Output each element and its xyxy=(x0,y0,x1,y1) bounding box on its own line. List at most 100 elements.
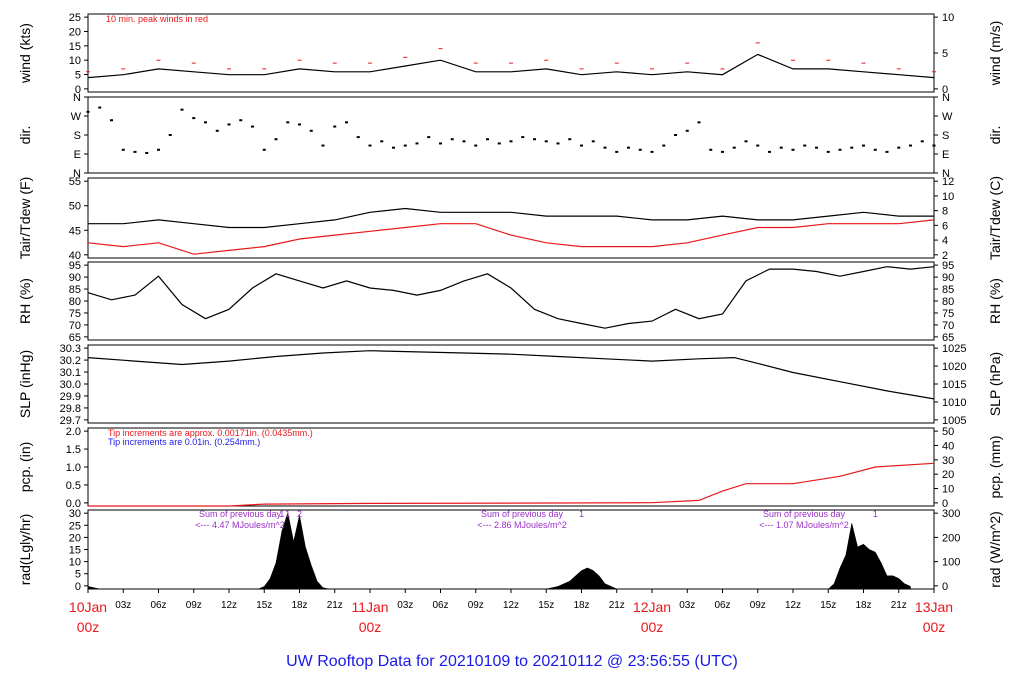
direction-point xyxy=(756,144,760,147)
radiation-area xyxy=(87,511,911,590)
direction-point xyxy=(262,148,266,151)
ytick-right-label: 10 xyxy=(942,191,954,203)
panel-frame xyxy=(87,261,935,341)
ytick-label: 30.1 xyxy=(60,367,81,379)
direction-point xyxy=(662,144,666,147)
ytick-label: 2.0 xyxy=(66,426,81,438)
ytick-label: 1.5 xyxy=(66,444,81,456)
ytick-right-label: N xyxy=(942,168,950,180)
solar-sum-note: Sum of previous day xyxy=(763,509,846,519)
ytick-right-label: N xyxy=(942,92,950,104)
direction-point xyxy=(239,119,243,122)
radiation-marker: 1 xyxy=(579,509,584,519)
direction-point xyxy=(509,140,513,143)
xtick-label: 09z xyxy=(186,600,202,611)
direction-point xyxy=(744,140,748,143)
xtick-label: 21z xyxy=(327,600,343,611)
ytick-right-label: 90 xyxy=(942,272,954,284)
direction-point xyxy=(685,129,689,132)
ytick-right-label: 95 xyxy=(942,260,954,272)
xtick-label: 18z xyxy=(291,600,307,611)
direction-point xyxy=(650,150,654,153)
ylabel-left: dir. xyxy=(17,126,33,145)
direction-point xyxy=(568,138,572,141)
ytick-right-label: S xyxy=(942,130,949,142)
ylabel-right: rad (W/m^2) xyxy=(987,511,1003,588)
direction-point xyxy=(110,119,113,122)
direction-point xyxy=(368,144,372,147)
panel-frame xyxy=(87,96,935,174)
direction-point xyxy=(627,146,630,149)
ytick-right-label: E xyxy=(942,149,949,161)
ytick-label: 29.9 xyxy=(60,391,81,403)
direction-point xyxy=(826,150,830,153)
ytick-label: 29.7 xyxy=(60,415,81,427)
ylabel-left: Tair/Tdew (F) xyxy=(17,177,33,259)
direction-point xyxy=(204,121,207,124)
ytick-label: 29.8 xyxy=(60,403,81,415)
ytick-label: 20 xyxy=(69,532,81,544)
direction-point xyxy=(192,117,196,120)
ytick-right-label: 50 xyxy=(942,426,954,438)
direction-point xyxy=(932,144,936,147)
ytick-right-label: 5 xyxy=(942,48,948,60)
direction-point xyxy=(815,146,818,149)
ytick-label: 15 xyxy=(69,41,81,53)
panel-temp: 40 45 50 55 2 4 6 8 10 12 Tair/Tdew (F) Tair/Tdew (… xyxy=(17,176,1003,262)
ytick-label: 40 xyxy=(69,250,81,262)
direction-point xyxy=(180,108,184,111)
xtick-label: 18z xyxy=(573,600,589,611)
ytick-label: 90 xyxy=(69,272,81,284)
direction-point xyxy=(873,148,877,151)
direction-point xyxy=(121,148,125,151)
ytick-label: W xyxy=(71,111,82,123)
direction-point xyxy=(462,140,466,143)
direction-point xyxy=(791,148,795,151)
ytick-label: 0.0 xyxy=(66,498,81,510)
panel-slp: 29.729.829.930.030.130.230.3 1005 1010 1015… xyxy=(17,343,1003,427)
direction-point xyxy=(732,146,736,149)
ytick-right-label: 30 xyxy=(942,455,954,467)
direction-point xyxy=(603,146,607,149)
ytick-label: 20 xyxy=(69,26,81,38)
ytick-label: 30.0 xyxy=(60,379,81,391)
ytick-label: 5 xyxy=(75,70,81,82)
ytick-right-label: 2 xyxy=(942,250,948,262)
tip-note-red: Tip increments are approx. 0.00171in. (0… xyxy=(108,428,313,438)
ytick-label: E xyxy=(74,149,81,161)
ylabel-left: RH (%) xyxy=(17,278,33,324)
direction-point xyxy=(544,140,548,143)
radiation-marker: 1 xyxy=(873,509,878,519)
direction-point xyxy=(251,125,254,128)
xtick-label: 09z xyxy=(750,600,766,611)
xtick-label: 06z xyxy=(432,600,448,611)
ytick-right-label: 0 xyxy=(942,498,948,510)
ytick-right-label: 8 xyxy=(942,206,948,218)
ylabel-left: pcp. (in) xyxy=(17,442,33,493)
radiation-marker: 1 xyxy=(285,509,290,519)
direction-point xyxy=(333,125,337,128)
ytick-right-label: 20 xyxy=(942,469,954,481)
wind-annotation: 10 min. peak winds in red xyxy=(106,14,208,24)
ytick-label: 85 xyxy=(69,284,81,296)
ytick-label: S xyxy=(74,130,81,142)
ytick-label: 65 xyxy=(69,332,81,344)
ytick-label: 30.3 xyxy=(60,343,81,355)
slp-line xyxy=(87,350,935,400)
direction-point xyxy=(779,146,783,149)
direction-point xyxy=(521,136,525,139)
direction-point xyxy=(556,142,560,145)
solar-sum-note: Sum of previous day xyxy=(481,509,564,519)
ytick-label: 10 xyxy=(69,557,81,569)
direction-point xyxy=(803,144,807,147)
ytick-label: 5 xyxy=(75,569,81,581)
direction-point xyxy=(380,140,384,143)
ytick-label: 25 xyxy=(69,520,81,532)
ytick-right-label: 0 xyxy=(942,581,948,593)
xtick-label: 12z xyxy=(503,600,519,611)
ytick-label: 45 xyxy=(69,225,81,237)
direction-point xyxy=(215,129,219,132)
